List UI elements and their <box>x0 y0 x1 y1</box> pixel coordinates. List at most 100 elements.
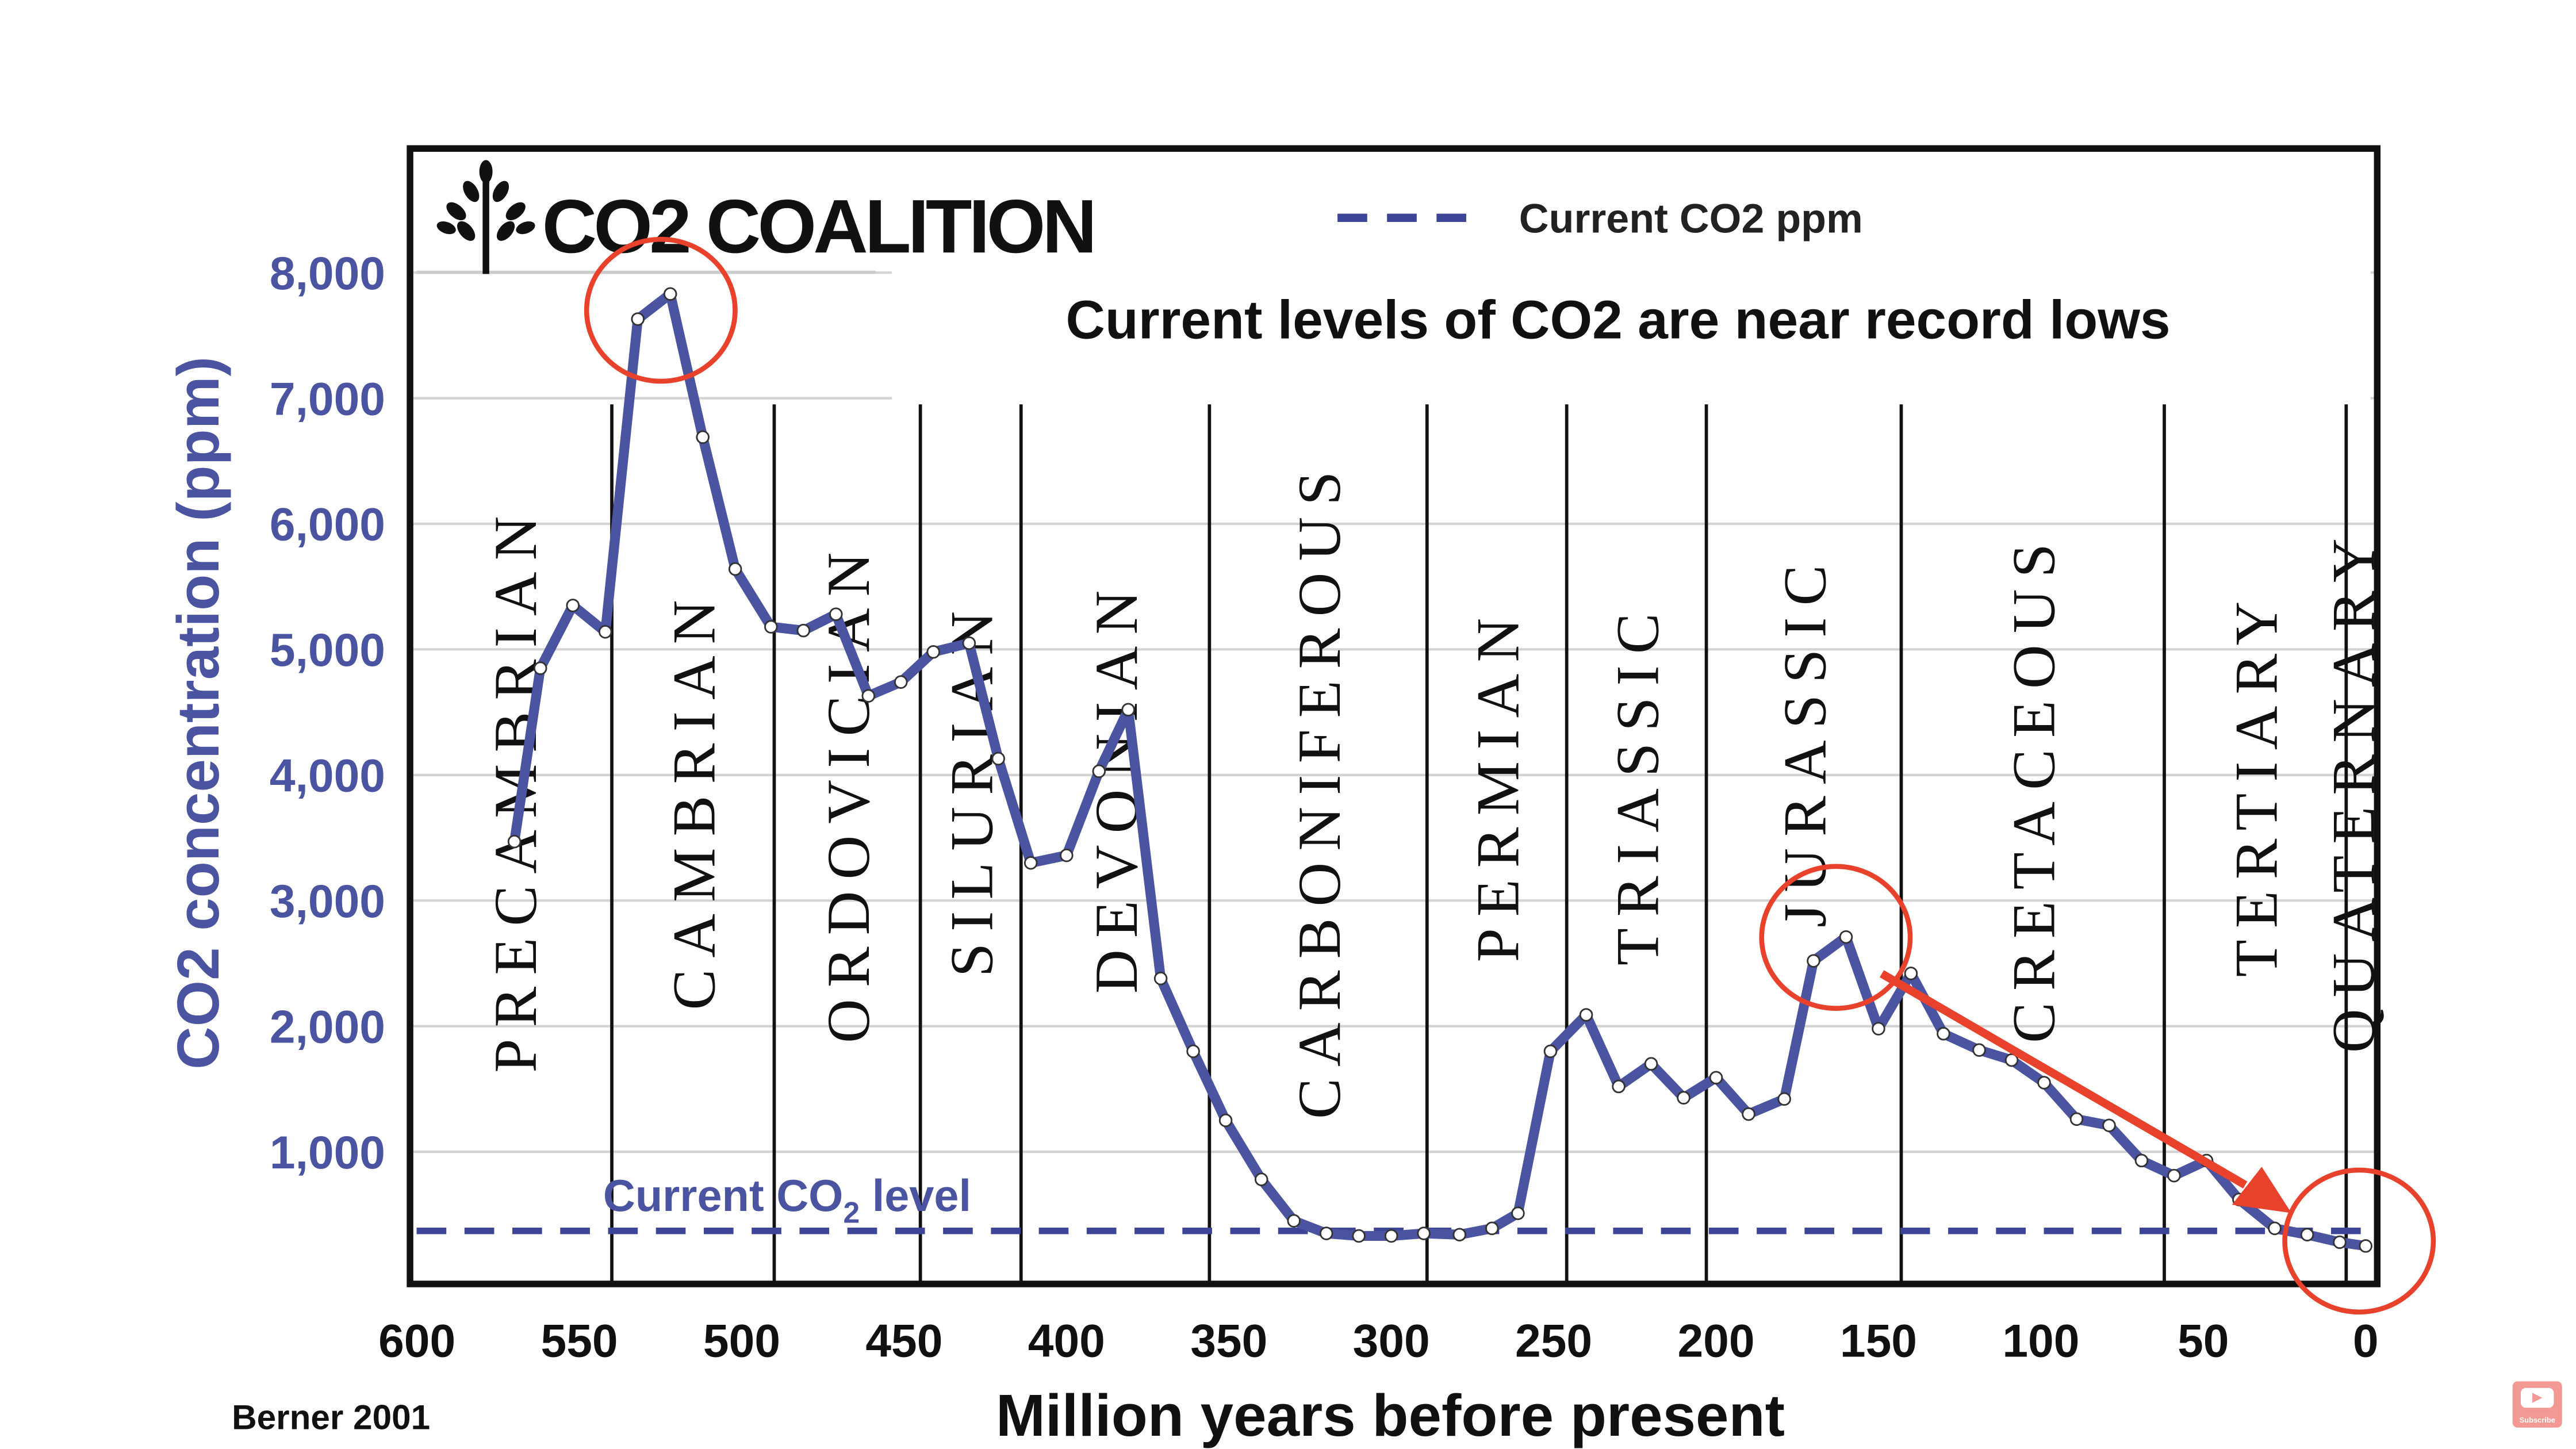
data-point <box>2167 1168 2181 1183</box>
data-point <box>1677 1091 1690 1105</box>
tree-logo-icon <box>436 160 535 274</box>
co2-line <box>509 289 2367 1251</box>
brand-logo-text: CO2 COALITION <box>542 183 1094 269</box>
data-point <box>1644 1057 1658 1071</box>
period-label: TRIASSIC <box>1603 601 1671 965</box>
data-point <box>1384 1229 1398 1243</box>
data-point <box>598 625 612 639</box>
data-point <box>1023 856 1038 870</box>
data-point <box>507 834 522 849</box>
data-point <box>764 620 778 634</box>
data-point <box>861 689 876 703</box>
period-label: CRETACEOUS <box>2000 532 2068 1043</box>
data-point <box>534 661 547 675</box>
data-point <box>2300 1228 2314 1242</box>
data-point <box>796 623 811 638</box>
red-arrow-head <box>2232 1167 2292 1213</box>
data-point <box>663 287 677 301</box>
y-tick-label: 1,000 <box>270 1127 385 1179</box>
reference-line-label: Current CO2 level <box>603 1171 971 1229</box>
plot-frame <box>407 145 2381 1287</box>
x-tick-label: 400 <box>1028 1315 1105 1367</box>
period-label: PRECAMBRIAN <box>481 505 549 1073</box>
data-point <box>2134 1153 2149 1168</box>
data-point <box>1511 1206 1525 1220</box>
data-point <box>1543 1044 1558 1059</box>
x-tick-label: 50 <box>2178 1315 2229 1367</box>
period-label: CAMBRIAN <box>660 588 728 1010</box>
subscribe-label: Subscribe <box>2520 1416 2555 1424</box>
data-point <box>2359 1239 2372 1253</box>
data-point <box>1452 1228 1467 1242</box>
data-point <box>1218 1113 1233 1128</box>
data-point <box>1937 1027 1950 1041</box>
data-point <box>829 607 843 622</box>
co2-series <box>507 287 2372 1253</box>
data-point <box>1807 954 1820 968</box>
data-point <box>1319 1226 1333 1240</box>
data-point <box>1417 1226 1431 1240</box>
data-point <box>1709 1071 1723 1084</box>
data-point <box>728 562 742 576</box>
x-tick-labels: 600 550 500 450 400 350 300 250 200 150 100 50 0 <box>378 1315 2378 1367</box>
x-tick-label: 200 <box>1677 1315 1754 1367</box>
x-tick-label: 100 <box>2002 1315 2079 1367</box>
data-point <box>2069 1112 2084 1126</box>
data-point <box>1153 971 1168 986</box>
y-tick-label: 5,000 <box>270 624 385 676</box>
y-tick-label: 2,000 <box>270 1001 385 1053</box>
data-point <box>1972 1043 1986 1057</box>
data-point <box>631 312 645 326</box>
x-tick-label: 0 <box>2353 1315 2379 1367</box>
data-point <box>1579 1008 1593 1022</box>
data-point <box>1872 1022 1885 1036</box>
data-point <box>1612 1079 1626 1094</box>
data-point <box>1352 1229 1366 1243</box>
highlight-circle <box>1759 864 1913 1011</box>
data-point <box>566 599 580 612</box>
period-labels: PRECAMBRIAN CAMBRIAN ORDOVICIAN SILURIAN DEV… <box>481 460 2387 1119</box>
data-point <box>1254 1172 1268 1186</box>
x-axis-label: Million years before present <box>996 1382 1785 1448</box>
y-axis-label: CO2 concentration (ppm) <box>164 356 231 1070</box>
y-tick-label: 4,000 <box>270 750 385 802</box>
data-point <box>962 636 976 650</box>
data-point <box>1186 1044 1200 1059</box>
data-point <box>1904 967 1918 980</box>
x-tick-label: 300 <box>1353 1315 1430 1367</box>
x-tick-label: 550 <box>541 1315 618 1367</box>
data-point <box>1287 1214 1301 1228</box>
data-point <box>2268 1221 2282 1236</box>
data-point <box>1485 1221 1499 1236</box>
y-tick-label: 7,000 <box>270 373 385 425</box>
x-tick-label: 150 <box>1840 1315 1917 1367</box>
x-tick-label: 350 <box>1190 1315 1267 1367</box>
data-point <box>894 675 908 689</box>
period-label: PERMIAN <box>1464 607 1532 963</box>
red-arrow-shaft <box>1880 970 2248 1189</box>
highlight-circle <box>2282 1167 2436 1315</box>
data-point <box>1121 703 1135 717</box>
data-point <box>2333 1235 2347 1249</box>
data-point <box>926 645 941 659</box>
data-point <box>696 430 710 444</box>
data-point <box>1742 1107 1755 1121</box>
y-tick-label: 6,000 <box>270 499 385 551</box>
source-citation: Berner 2001 <box>232 1398 430 1437</box>
red-annotations <box>584 236 2436 1315</box>
y-tick-label: 3,000 <box>270 876 385 927</box>
highlight-circle <box>584 236 738 384</box>
data-point <box>2102 1118 2116 1132</box>
period-label: TERTIARY <box>2222 590 2290 977</box>
play-icon <box>2532 1393 2543 1403</box>
data-point <box>991 752 1005 766</box>
data-point <box>1060 848 1074 862</box>
x-tick-label: 500 <box>703 1315 780 1367</box>
data-point <box>2004 1053 2019 1067</box>
x-tick-label: 250 <box>1515 1315 1592 1367</box>
subscribe-button[interactable]: Subscribe <box>2512 1381 2562 1428</box>
y-tick-label: 8,000 <box>270 248 385 300</box>
data-point <box>1777 1092 1791 1106</box>
chart-title: Current levels of CO2 are near record lo… <box>1065 289 2170 350</box>
